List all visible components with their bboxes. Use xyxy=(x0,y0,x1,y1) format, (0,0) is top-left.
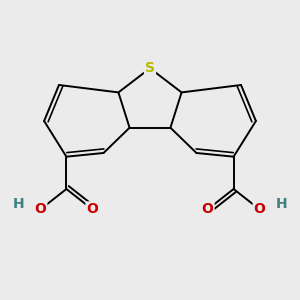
Text: H: H xyxy=(276,197,288,211)
Text: O: O xyxy=(86,202,98,216)
Text: S: S xyxy=(145,61,155,75)
Text: H: H xyxy=(12,197,24,211)
Text: O: O xyxy=(34,202,46,216)
Text: O: O xyxy=(254,202,266,216)
Text: O: O xyxy=(202,202,214,216)
